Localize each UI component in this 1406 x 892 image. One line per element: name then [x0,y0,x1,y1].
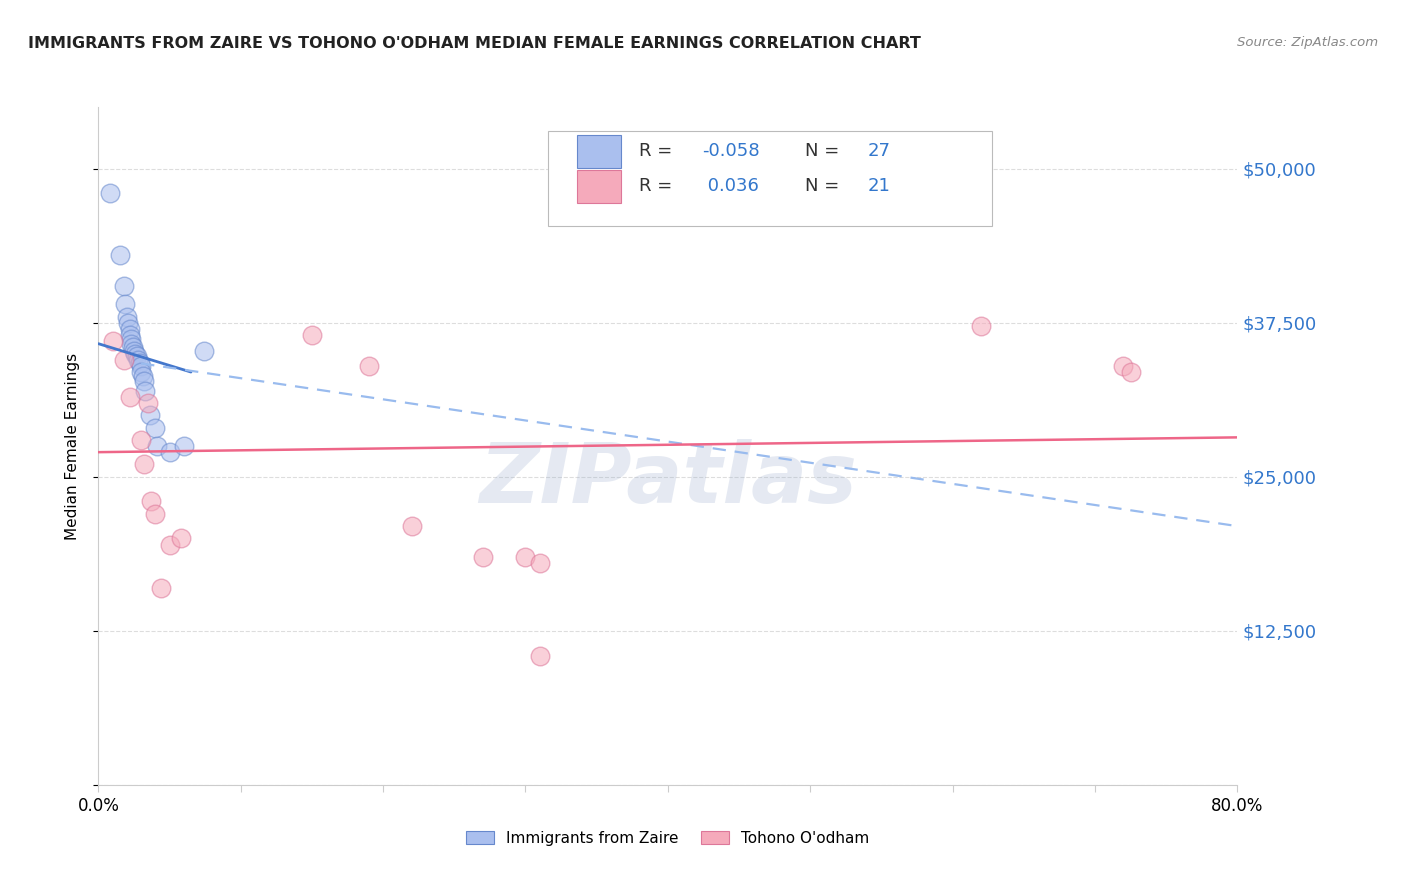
Point [529,648,551,663]
Point [125,349,148,363]
Point [970,319,993,334]
Point [124,346,146,360]
Point [118,328,141,343]
Point [1119,365,1142,379]
Point [128,356,150,370]
Point [145,507,167,521]
Point [132,374,155,388]
Point [120,336,142,351]
Y-axis label: Median Female Earnings: Median Female Earnings [65,352,80,540]
Point [117,316,139,330]
Point [118,390,141,404]
Point [108,248,131,262]
Point [159,538,181,552]
Point [529,556,551,570]
Legend: Immigrants from Zaire, Tohono O'odham: Immigrants from Zaire, Tohono O'odham [460,824,876,852]
Point [136,396,159,410]
Point [301,328,323,343]
Text: N =: N = [804,142,839,160]
Point [118,322,141,336]
Point [121,340,143,354]
Point [131,368,153,383]
Text: 27: 27 [868,142,890,160]
Point [129,359,152,373]
Point [150,581,173,595]
Text: R =: R = [640,142,672,160]
FancyBboxPatch shape [576,135,621,168]
Point [122,344,145,359]
Text: IMMIGRANTS FROM ZAIRE VS TOHONO O'ODHAM MEDIAN FEMALE EARNINGS CORRELATION CHART: IMMIGRANTS FROM ZAIRE VS TOHONO O'ODHAM … [28,36,921,51]
Point [134,384,156,398]
Point [515,549,537,564]
Point [357,359,380,373]
Point [401,519,423,533]
Text: Source: ZipAtlas.com: Source: ZipAtlas.com [1237,36,1378,49]
Point [173,439,195,453]
Text: 21: 21 [868,178,890,195]
Text: -0.058: -0.058 [702,142,759,160]
Point [114,297,136,311]
Point [139,494,162,508]
Point [101,334,124,349]
Point [1112,359,1135,373]
Point [193,344,215,359]
Point [170,532,193,546]
Point [112,278,135,293]
Point [129,433,152,447]
Text: ZIPatlas: ZIPatlas [479,440,856,520]
Point [145,420,167,434]
Point [115,310,138,324]
Text: N =: N = [804,178,839,195]
FancyBboxPatch shape [548,131,993,226]
Point [146,439,169,453]
Point [132,458,155,472]
Point [471,549,494,564]
Point [129,365,152,379]
Point [112,352,135,367]
Point [127,352,149,367]
Point [120,332,142,346]
Point [138,408,160,422]
Point [159,445,181,459]
Point [98,186,121,201]
Text: R =: R = [640,178,672,195]
FancyBboxPatch shape [576,170,621,203]
Text: 0.036: 0.036 [702,178,759,195]
